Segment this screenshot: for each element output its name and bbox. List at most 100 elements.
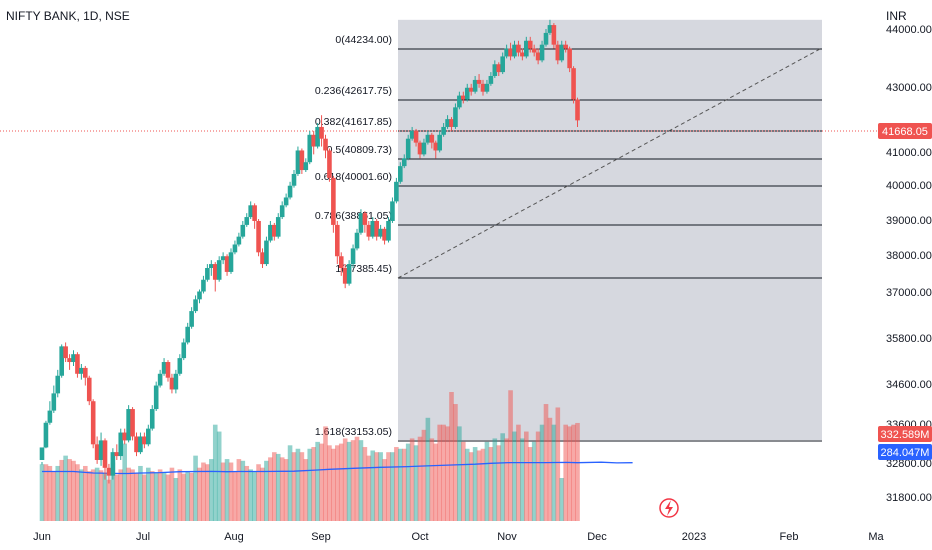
fibonacci-retracement[interactable]: 0(44234.00) 0.236(42617.75) 0.382(41617.85…	[315, 19, 822, 442]
candle-body	[126, 409, 131, 441]
candle	[488, 72, 494, 86]
y-tick-label: 31800.00	[886, 492, 932, 504]
candle-body	[98, 440, 104, 460]
candle-body	[335, 224, 340, 257]
volume-bar	[535, 431, 541, 521]
candle	[161, 358, 167, 376]
candle-body	[279, 205, 285, 218]
candle-body	[516, 44, 521, 53]
candle	[350, 244, 356, 268]
candle-body	[118, 432, 124, 457]
y-tick-label: 40000.00	[886, 180, 932, 192]
volume-bar	[468, 452, 474, 521]
candle	[378, 224, 383, 239]
candle	[370, 217, 376, 239]
volume-bar	[71, 460, 76, 521]
candle-body	[409, 130, 415, 139]
volume-bar	[126, 467, 131, 521]
candle	[366, 220, 372, 241]
volume-bar	[149, 471, 155, 521]
volume-bar	[118, 469, 124, 521]
candle-body	[401, 158, 407, 167]
candle	[563, 40, 568, 53]
candle	[441, 123, 446, 137]
candle-body	[201, 279, 206, 292]
candle-body	[110, 452, 116, 476]
candle-body	[43, 422, 49, 448]
volume-bar	[464, 448, 470, 521]
symbol-title: NIFTY BANK, 1D, NSE	[6, 9, 130, 23]
candle-body	[468, 87, 474, 92]
volume-bar	[173, 478, 179, 521]
candle-body	[67, 358, 72, 363]
candle	[409, 126, 415, 141]
candle	[252, 203, 257, 229]
candle	[338, 252, 344, 276]
volume-bar	[59, 459, 64, 521]
candle	[283, 193, 289, 208]
candle-body	[295, 150, 301, 174]
candle-body	[520, 52, 525, 57]
volume-bar	[575, 422, 580, 521]
candle-body	[378, 228, 383, 237]
candle-body	[398, 166, 403, 182]
candle-body	[232, 244, 238, 253]
candle	[43, 420, 49, 449]
candle-body	[567, 48, 572, 69]
volume-ma-badge-text: 284.047M	[881, 447, 930, 459]
candle	[256, 219, 261, 257]
trendline[interactable]	[397, 48, 821, 279]
candle	[449, 117, 454, 131]
candle-body	[161, 362, 167, 374]
candle	[240, 220, 246, 239]
volume-bar	[488, 447, 494, 521]
candle	[374, 219, 379, 241]
candle-body	[472, 79, 478, 92]
volume-bar	[212, 424, 218, 521]
candle	[354, 228, 360, 251]
x-tick-label: Jun	[33, 531, 51, 543]
trendline-dashed[interactable]	[397, 48, 821, 279]
volume-bar	[181, 473, 187, 521]
candle	[94, 436, 100, 464]
candle	[382, 226, 387, 245]
candle	[405, 134, 411, 161]
candle	[413, 128, 419, 147]
candle	[224, 254, 230, 276]
candle-body	[197, 291, 202, 300]
candle-body	[488, 76, 494, 84]
candle-body	[394, 181, 399, 202]
candle-body	[248, 205, 253, 218]
candle	[508, 42, 513, 61]
candle-body	[425, 134, 431, 143]
volume-bar	[83, 465, 88, 521]
volume-bar	[94, 467, 100, 521]
candle	[527, 36, 533, 53]
candle-body	[441, 126, 446, 135]
volume-bar	[130, 469, 135, 521]
volume-bar	[512, 431, 517, 521]
volume-badge: 332.589M	[878, 426, 932, 442]
volume-bar	[500, 433, 505, 521]
candle	[547, 19, 553, 35]
volume-bar	[492, 438, 498, 521]
volume-bar	[197, 467, 202, 521]
lightning-bolt-icon[interactable]	[659, 498, 679, 518]
candle	[236, 232, 242, 247]
candle	[362, 211, 368, 233]
candle	[445, 115, 450, 129]
candle-body	[165, 362, 171, 378]
candle	[468, 83, 474, 96]
candle	[307, 130, 313, 165]
time-axis[interactable]: Jun Jul Aug Sep Oct Nov Dec 2023 Feb Ma	[33, 531, 884, 543]
candle-body	[496, 64, 502, 73]
candle-body	[114, 452, 120, 457]
candle	[134, 432, 139, 457]
candle	[461, 91, 466, 104]
volume-bar	[559, 478, 565, 521]
candle-body	[47, 410, 53, 423]
candle	[110, 448, 116, 480]
volume-bar	[563, 424, 568, 521]
candle-body	[212, 264, 218, 280]
